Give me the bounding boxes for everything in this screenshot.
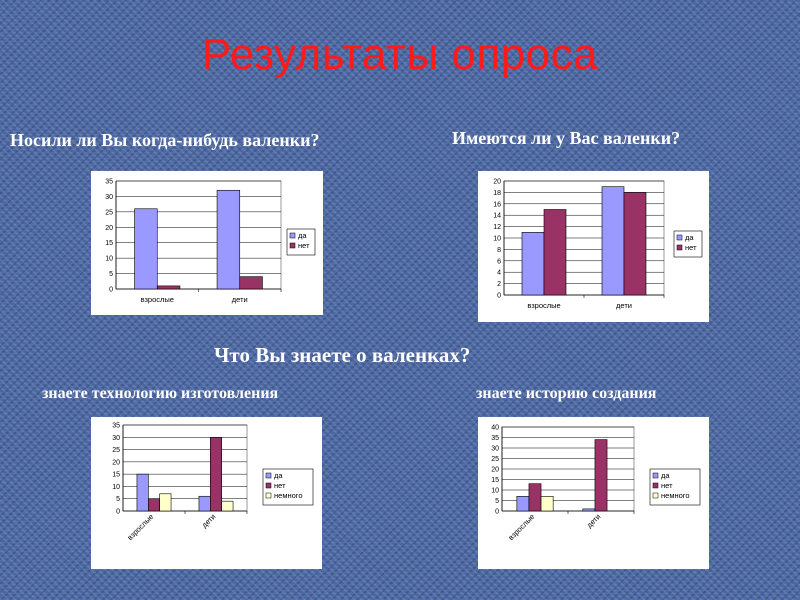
- bar-da: [601, 186, 625, 296]
- legend-swatch: [265, 492, 272, 499]
- legend-label: да: [298, 231, 307, 240]
- y-tick-label: 15: [105, 240, 113, 247]
- y-tick-label: 5: [495, 498, 499, 505]
- legend-swatch: [289, 242, 296, 249]
- y-tick-label: 35: [491, 435, 499, 442]
- legend-swatch: [652, 492, 659, 499]
- y-tick-label: 10: [112, 484, 120, 491]
- y-tick-label: 30: [112, 435, 120, 442]
- y-tick-label: 20: [491, 467, 499, 474]
- legend-label: да: [274, 471, 283, 480]
- legend-swatch: [652, 482, 659, 489]
- legend-swatch: [676, 234, 683, 241]
- bar-net: [623, 192, 647, 296]
- bar-net: [528, 483, 542, 512]
- category-label: взрослые: [141, 295, 174, 304]
- bar-da: [216, 189, 241, 290]
- legend-label: нет: [298, 241, 310, 250]
- question-know-about-valenki: Что Вы знаете о валенках?: [214, 343, 471, 367]
- legend-swatch: [265, 482, 272, 489]
- y-tick-label: 10: [491, 488, 499, 495]
- y-tick-label: 25: [105, 209, 113, 216]
- category-label: взрослые: [125, 512, 155, 542]
- y-tick-label: 0: [116, 509, 120, 516]
- y-tick-label: 25: [491, 456, 499, 463]
- y-tick-label: 12: [493, 224, 501, 231]
- y-tick-label: 14: [493, 213, 501, 220]
- y-tick-label: 20: [493, 179, 501, 186]
- y-tick-label: 10: [105, 256, 113, 263]
- category-label: дети: [616, 301, 632, 310]
- legend-swatch: [676, 244, 683, 251]
- y-tick-label: 6: [497, 258, 501, 265]
- bar-nemnogo: [540, 496, 554, 512]
- subquestion-history: знаете историю создания: [476, 385, 657, 402]
- bar-net: [148, 498, 160, 512]
- chart-worn-valenki: 0 5 10 15 20 25 30 35 взрослые дети да нет: [91, 171, 323, 315]
- y-tick-label: 30: [105, 194, 113, 201]
- y-tick-label: 10: [493, 236, 501, 243]
- question-have-valenki: Имеются ли у Вас валенки?: [452, 128, 681, 148]
- legend-label: да: [661, 471, 670, 480]
- y-tick-label: 16: [493, 201, 501, 208]
- legend-label: нет: [685, 243, 697, 252]
- y-tick-label: 0: [497, 293, 501, 300]
- y-tick-label: 35: [112, 423, 120, 430]
- y-tick-label: 5: [116, 496, 120, 503]
- legend-box: [262, 468, 314, 506]
- y-tick-label: 18: [493, 190, 501, 197]
- category-label: взрослые: [527, 301, 560, 310]
- category-label: дети: [200, 512, 218, 530]
- category-label: дети: [585, 512, 603, 530]
- chart-technology: 0 5 10 15 20 25 30 35 взрослые дети да нет немного: [91, 417, 322, 569]
- page-title: Результаты опроса: [201, 30, 599, 79]
- y-tick-label: 30: [491, 446, 499, 453]
- y-tick-label: 20: [112, 459, 120, 466]
- legend-box: [649, 468, 701, 506]
- y-tick-label: 0: [109, 287, 113, 294]
- bar-net: [210, 436, 222, 512]
- bar-nemnogo: [221, 500, 234, 512]
- bar-net: [594, 439, 608, 512]
- y-tick-label: 8: [497, 247, 501, 254]
- legend-label: нет: [661, 481, 673, 490]
- y-tick-label: 15: [112, 472, 120, 479]
- legend-swatch: [289, 232, 296, 239]
- y-tick-label: 35: [105, 179, 113, 186]
- bar-da: [134, 208, 158, 290]
- y-tick-label: 20: [105, 225, 113, 232]
- category-label: дети: [232, 295, 248, 304]
- legend-label: немного: [274, 491, 303, 500]
- bar-da: [198, 495, 211, 512]
- y-tick-label: 40: [491, 425, 499, 432]
- y-tick-label: 5: [109, 271, 113, 278]
- category-label: взрослые: [506, 512, 536, 542]
- legend-label: да: [685, 233, 694, 242]
- chart-history: 0 5 10 15 20 25 30 35 40 взрослые дети да нет немного: [478, 417, 709, 569]
- bar-net: [156, 285, 181, 290]
- bar-net: [239, 276, 263, 290]
- bar-net: [543, 209, 567, 296]
- subquestion-technology: знаете технологию изготовления: [42, 385, 279, 402]
- legend-swatch: [265, 472, 272, 479]
- bar-nemnogo: [159, 493, 172, 512]
- legend-label: немного: [661, 491, 690, 500]
- bar-da: [136, 473, 149, 512]
- legend-swatch: [652, 472, 659, 479]
- chart-have-valenki: 0 2 4 6 8 10 12 14 16 18 20 взрослые дети да нет: [478, 171, 709, 322]
- y-tick-label: 25: [112, 447, 120, 454]
- legend-label: нет: [274, 481, 286, 490]
- y-tick-label: 0: [495, 509, 499, 516]
- question-worn-valenki: Носили ли Вы когда-нибудь валенки?: [10, 130, 320, 150]
- bar-da: [516, 496, 530, 512]
- y-tick-label: 15: [491, 477, 499, 484]
- y-tick-label: 4: [497, 270, 501, 277]
- y-tick-label: 2: [497, 281, 501, 288]
- bar-da: [521, 231, 545, 296]
- bar-da: [582, 508, 596, 512]
